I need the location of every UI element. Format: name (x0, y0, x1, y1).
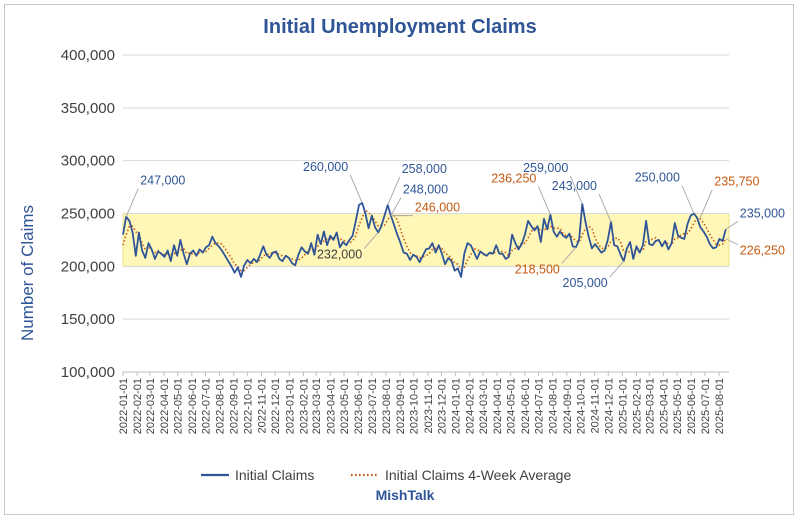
x-tick-label: 2025-04-01 (658, 378, 670, 434)
x-tick-label: 2022-03-01 (145, 378, 157, 434)
chart-title: Initial Unemployment Claims (263, 16, 536, 38)
x-tick-label: 2025-02-01 (632, 378, 644, 434)
annotation-leader (390, 197, 402, 216)
x-tick-label: 2022-02-01 (132, 378, 144, 434)
annotation-leader (561, 247, 577, 264)
x-tick-label: 2023-02-01 (298, 378, 310, 434)
x-tick-label: 2025-01-01 (617, 378, 629, 434)
annotation-leader (387, 176, 401, 206)
annotation-leader (681, 185, 695, 214)
y-tick-label: 400,000 (61, 47, 115, 64)
x-tick-label: 2023-06-01 (353, 378, 365, 434)
x-tick-label: 2023-07-01 (367, 378, 379, 434)
x-tick-label: 2024-06-01 (520, 378, 532, 434)
x-tick-label: 2024-10-01 (575, 378, 587, 434)
x-tick-label: 2023-08-01 (381, 378, 393, 434)
x-tick-label: 2024-01-01 (451, 378, 463, 434)
y-tick-label: 250,000 (61, 206, 115, 223)
annotation-label: 258,000 (402, 162, 447, 176)
y-tick-label: 200,000 (61, 258, 115, 275)
y-axis-label: Number of Claims (18, 205, 37, 341)
y-tick-label: 100,000 (61, 364, 115, 381)
annotation-label: 247,000 (140, 174, 185, 188)
plot-area: 100,000 150,000 200,000 250,000 300,000 350,0… (61, 47, 785, 434)
annotation-label: 260,000 (303, 160, 348, 174)
x-tick-label: 2025-05-01 (672, 378, 684, 434)
x-tick-label: 2023-09-01 (395, 378, 407, 434)
x-tick-label: 2022-10-01 (242, 378, 254, 434)
annotation-label: 246,000 (415, 201, 460, 215)
annotation-label: 259,000 (523, 161, 568, 175)
annotation-label: 235,000 (740, 206, 785, 220)
x-tick-label: 2024-12-01 (603, 378, 615, 434)
credit-label: MishTalk (376, 487, 435, 503)
annotation-label: 205,000 (563, 276, 608, 290)
x-tick-label: 2024-04-01 (492, 378, 504, 434)
annotation-leader (699, 189, 713, 218)
annotation-leader (125, 188, 139, 217)
x-tick-label: 2025-06-01 (686, 378, 698, 434)
annotation-leader (609, 260, 625, 278)
chart-frame: Initial Unemployment Claims Number of Cl… (4, 4, 794, 515)
y-tick-label: 350,000 (61, 100, 115, 117)
y-tick-label: 150,000 (61, 311, 115, 328)
x-tick-label: 2025-08-01 (714, 378, 726, 434)
x-tick-label: 2023-05-01 (339, 378, 351, 434)
x-tick-label: 2025-07-01 (700, 378, 712, 434)
annotation-leader (363, 232, 379, 249)
annotation-leader (537, 186, 551, 215)
x-tick-label: 2022-07-01 (200, 378, 212, 434)
annotation-label: 218,500 (515, 262, 560, 276)
annotation-label: 243,000 (552, 179, 597, 193)
x-tick-label: 2022-05-01 (173, 378, 185, 434)
annotation-label: 236,250 (491, 172, 536, 186)
x-tick-label: 2022-01-01 (118, 378, 130, 434)
x-tick-label: 2024-11-01 (590, 378, 602, 433)
annotation-leader (725, 238, 739, 245)
x-tick-label: 2022-08-01 (215, 378, 227, 434)
legend: Initial Claims Initial Claims 4-Week Ave… (201, 467, 571, 483)
x-tick-label: 2024-07-01 (534, 378, 546, 434)
y-tick-label: 300,000 (61, 153, 115, 170)
annotation-label: 250,000 (635, 171, 680, 185)
annotation-leader (598, 193, 612, 223)
annotation-label: 232,000 (317, 248, 362, 262)
x-tick-label: 2023-10-01 (409, 378, 421, 434)
x-tick-label: 2023-03-01 (311, 378, 323, 434)
annotation-leader (569, 175, 583, 205)
x-tick-label: 2024-02-01 (465, 378, 477, 434)
x-tick-label: 2022-12-01 (270, 378, 282, 434)
legend-label-4-week-average: Initial Claims 4-Week Average (385, 467, 571, 483)
x-tick-label: 2022-09-01 (229, 378, 241, 434)
annotation-leader (349, 174, 363, 204)
x-tick-label: 2022-04-01 (159, 378, 171, 434)
x-tick-label: 2025-03-01 (644, 378, 656, 434)
annotation-leader (725, 220, 739, 230)
x-tick-label: 2023-01-01 (284, 378, 296, 434)
x-tick-label: 2024-08-01 (548, 378, 560, 434)
normal-range-band (122, 213, 730, 267)
x-tick-label: 2024-03-01 (478, 378, 490, 434)
x-tick-label: 2022-11-01 (257, 378, 269, 433)
x-tick-label: 2023-12-01 (436, 378, 448, 434)
x-tick-label: 2023-11-01 (423, 378, 435, 433)
x-tick-label: 2024-05-01 (506, 378, 518, 434)
annotation-label: 235,750 (714, 175, 759, 189)
unemployment-claims-chart: Initial Unemployment Claims Number of Cl… (18, 16, 785, 503)
legend-label-initial-claims: Initial Claims (235, 467, 314, 483)
annotation-label: 248,000 (403, 183, 448, 197)
x-tick-label: 2023-04-01 (325, 378, 337, 434)
x-tick-label: 2024-09-01 (562, 378, 574, 434)
series-initial-claims-line (122, 202, 727, 278)
annotation-label: 226,250 (740, 244, 785, 258)
x-tick-label: 2022-06-01 (187, 378, 199, 434)
